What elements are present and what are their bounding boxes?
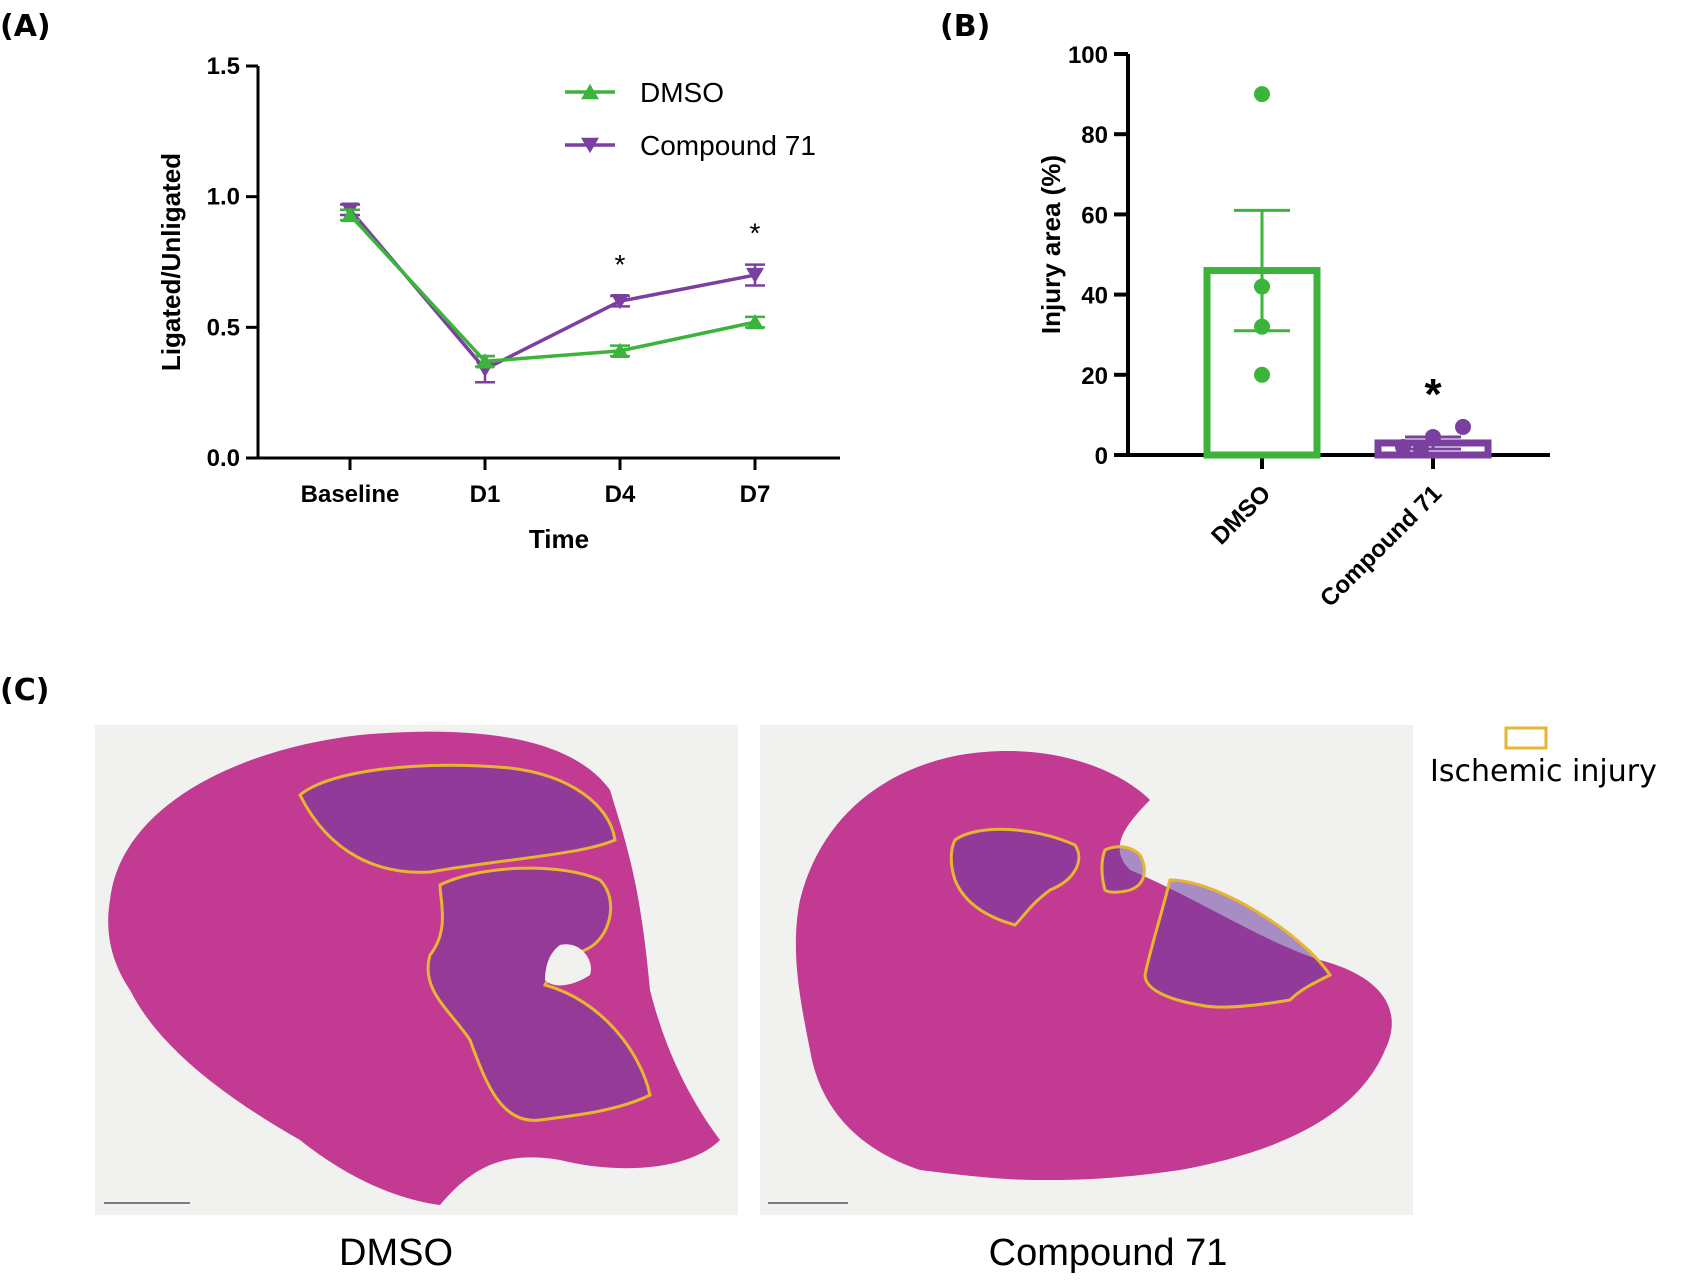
significance-asterisk: * (1424, 370, 1442, 419)
x-ticks: Baseline D1 D4 D7 (301, 458, 771, 508)
y-tick-label: 0.0 (207, 445, 240, 472)
significance-asterisk: * (750, 218, 761, 249)
y-axis-title: Ligated/Unligated (156, 153, 186, 371)
tissue-section-compound (795, 751, 1392, 1180)
data-point (1254, 86, 1270, 103)
x-tick-label: D7 (740, 481, 771, 508)
data-point (611, 342, 629, 359)
series-group (340, 202, 765, 384)
y-tick-label: 1.0 (207, 184, 240, 211)
data-point (1254, 366, 1270, 383)
legend: DMSO Compound 71 (565, 77, 816, 161)
x-ticks: DMSO Compound 71 (1206, 455, 1447, 612)
ischemic-injury-legend-label: Ischemic injury (1430, 754, 1657, 789)
legend-item: Compound 71 (565, 130, 816, 161)
bar-chart: 0 20 40 60 80 100 DMSO Compound 71 Injury area… (1036, 42, 1550, 612)
data-point (1413, 440, 1429, 457)
caption-compound: Compound 71 (989, 1232, 1228, 1274)
ischemic-injury-legend-swatch (1504, 726, 1548, 750)
bar-group-dmso (1203, 86, 1321, 459)
y-tick-label: 80 (1081, 122, 1108, 149)
legend-item: DMSO (565, 77, 724, 108)
data-point (746, 314, 764, 330)
y-ticks: 0 20 40 60 80 100 (1068, 42, 1128, 470)
y-tick-label: 40 (1081, 283, 1108, 310)
line-chart: 0.0 0.5 1.0 1.5 Baseline D1 D4 D7 Ligated/Unli… (156, 53, 840, 554)
injury-region-compound-1 (949, 827, 1081, 927)
panel-label-b: (B) (940, 9, 990, 44)
data-point (1254, 318, 1270, 335)
legend-label: DMSO (640, 77, 724, 108)
legend-marker (581, 137, 599, 154)
significance-markers: ** (615, 218, 761, 280)
bar-group-compound-71 (1374, 418, 1492, 459)
legend-marker (581, 83, 599, 100)
series-dmso (340, 206, 765, 369)
data-point (341, 206, 359, 223)
x-tick-label: D4 (605, 481, 636, 508)
y-tick-label: 60 (1081, 202, 1108, 229)
series-line (348, 208, 756, 372)
y-tick-label: 1.5 (207, 53, 240, 80)
injury-region-compound-3 (1143, 878, 1333, 1009)
y-axis-title: Injury area (%) (1036, 155, 1066, 334)
injury-region-dmso-2 (426, 866, 652, 1122)
data-point (1455, 418, 1471, 435)
panel-label-c: (C) (0, 673, 49, 708)
y-ticks: 0.0 0.5 1.0 1.5 (207, 53, 258, 472)
data-point (746, 267, 764, 284)
data-point (1254, 278, 1270, 295)
data-point (1425, 428, 1441, 445)
significance-asterisk: * (615, 249, 626, 280)
bars (1203, 86, 1492, 459)
y-tick-label: 20 (1081, 363, 1108, 390)
y-tick-label: 0 (1095, 443, 1108, 470)
vessel-gap-dmso (545, 944, 591, 986)
micrograph-panel: Ischemic injury DMSO Compound 71 (95, 725, 1657, 1274)
legend-label: Compound 71 (640, 130, 816, 161)
significance-markers: * (1424, 370, 1442, 419)
data-point (1395, 438, 1411, 455)
y-tick-label: 100 (1068, 42, 1108, 69)
x-tick-label: DMSO (1206, 480, 1276, 550)
y-tick-label: 0.5 (207, 314, 240, 341)
caption-dmso: DMSO (339, 1232, 453, 1274)
x-tick-label: D1 (470, 481, 501, 508)
data-point (476, 353, 494, 369)
x-tick-label: Baseline (301, 481, 400, 508)
data-point (611, 294, 629, 310)
injury-region-compound-2 (1100, 845, 1146, 894)
panel-label-a: (A) (0, 9, 51, 44)
x-tick-label: Compound 71 (1315, 480, 1447, 612)
x-axis-title: Time (529, 524, 589, 554)
series-line (348, 213, 756, 364)
injury-region-dmso-1 (298, 763, 617, 874)
